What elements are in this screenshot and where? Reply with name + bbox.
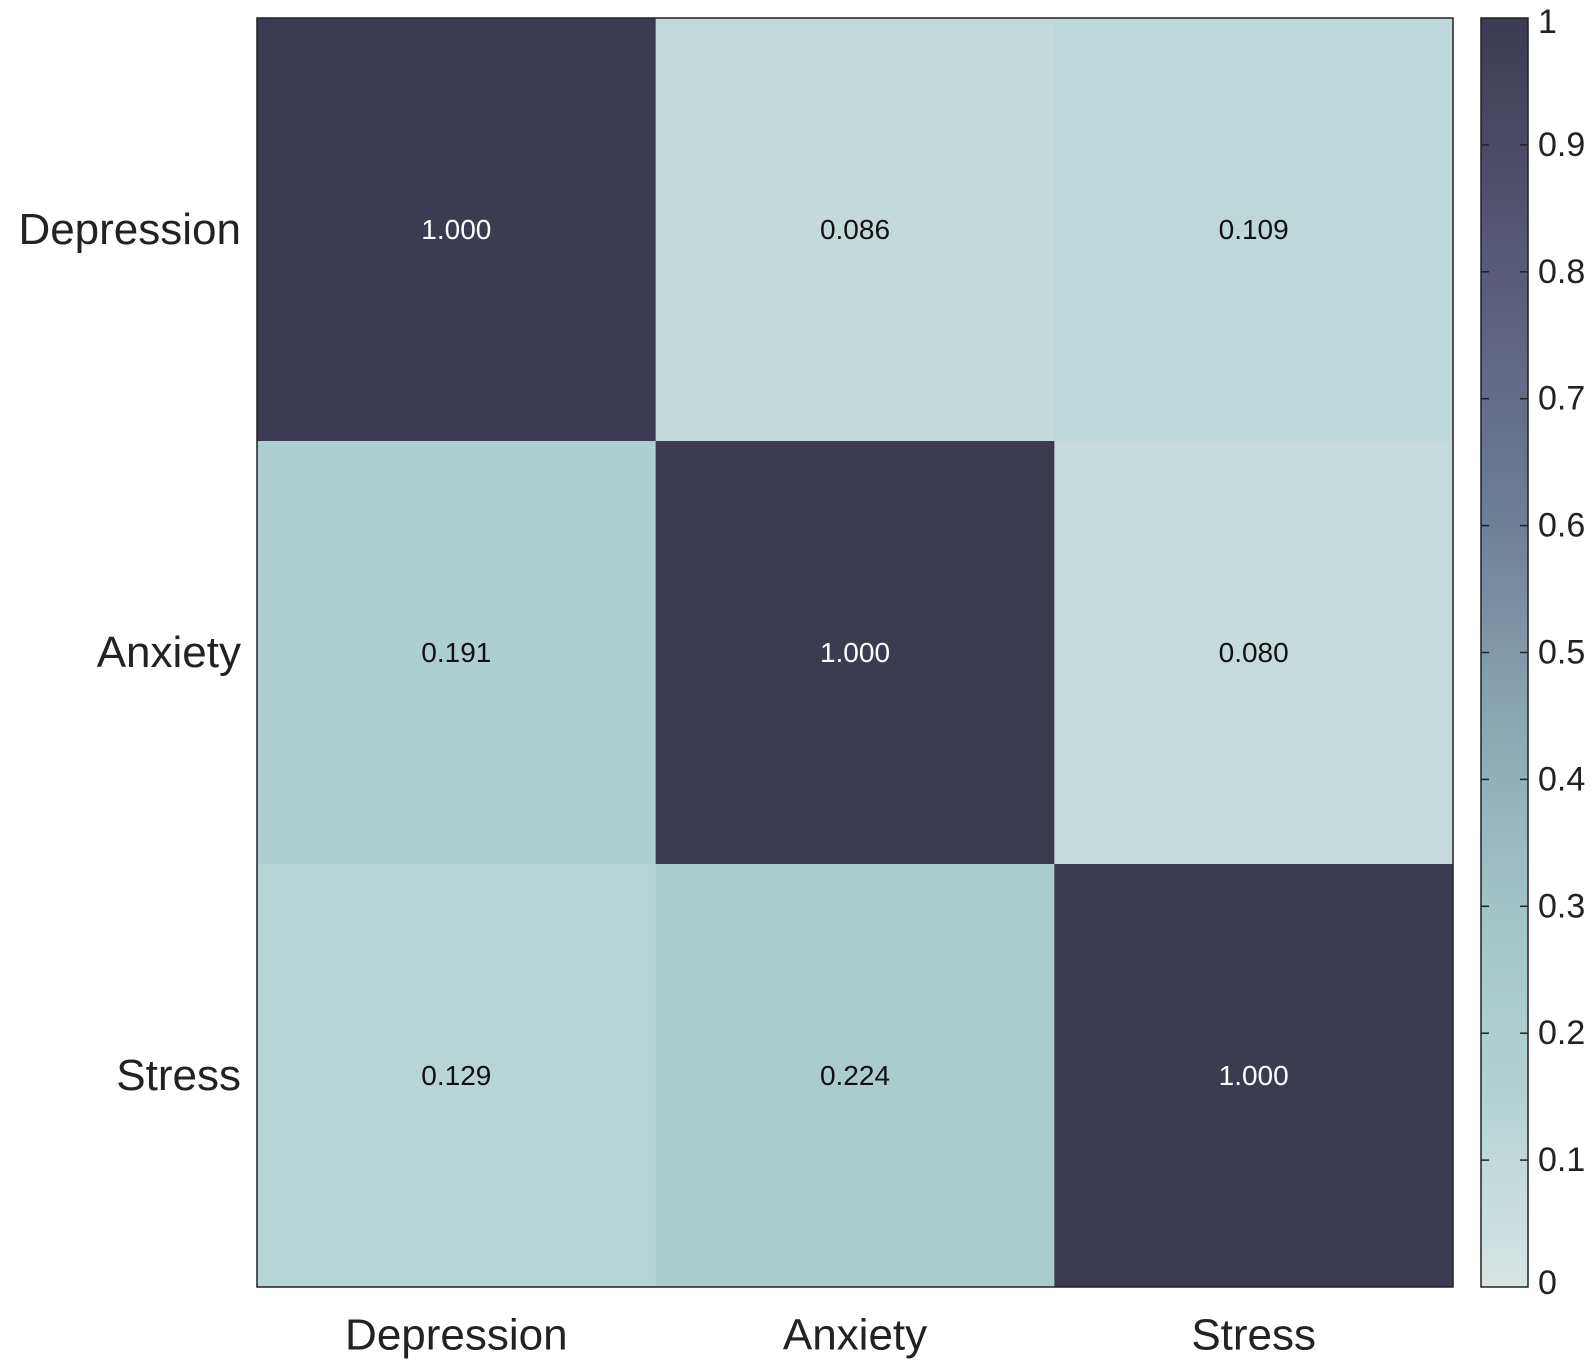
heatmap-cells [257, 18, 1454, 1288]
heatmap-cell [1054, 18, 1454, 442]
cell-value-labels: 1.000 0.086 0.109 0.191 1.000 0.080 0.129 0.224… [421, 214, 1288, 1091]
x-tick-label: Anxiety [783, 1311, 927, 1360]
heatmap-cell [257, 441, 657, 865]
colorbar-tick-label: 0.1 [1538, 1141, 1585, 1179]
y-tick-label: Depression [18, 205, 241, 254]
x-tick-label: Depression [345, 1311, 568, 1360]
cell-value-label: 0.129 [421, 1060, 491, 1091]
colorbar-tick-label: 0.8 [1538, 253, 1585, 291]
y-tick-label: Anxiety [97, 628, 241, 677]
heatmap-cell [655, 864, 1055, 1288]
y-axis-labels: Depression Anxiety Stress [18, 205, 241, 1100]
cell-value-label: 1.000 [421, 214, 491, 245]
colorbar-tick-label: 0.6 [1538, 507, 1585, 545]
colorbar-tick-label: 0.4 [1538, 760, 1585, 798]
cell-value-label: 0.224 [820, 1060, 890, 1091]
heatmap-cell [655, 18, 1055, 442]
colorbar-tick-label: 0 [1538, 1264, 1557, 1302]
x-axis-labels: Depression Anxiety Stress [345, 1311, 1316, 1360]
heatmap-cell [1054, 441, 1454, 865]
cell-value-label: 0.109 [1219, 214, 1289, 245]
colorbar-tick-label: 0.5 [1538, 634, 1585, 672]
colorbar-tick-label: 0.7 [1538, 380, 1585, 418]
heatmap-cell [655, 441, 1055, 865]
plot-frame [256, 17, 1454, 1288]
heatmap-cell [257, 864, 657, 1288]
cell-value-label: 1.000 [1219, 1060, 1289, 1091]
cell-value-label: 1.000 [820, 637, 890, 668]
heatmap-cell [1054, 864, 1454, 1288]
cell-value-label: 0.080 [1219, 637, 1289, 668]
cell-value-label: 0.191 [421, 637, 491, 668]
x-tick-label: Stress [1191, 1311, 1316, 1360]
colorbar-tick-label: 0.3 [1538, 887, 1585, 925]
heatmap-cell [257, 18, 657, 442]
colorbar-tick-label: 0.9 [1538, 126, 1585, 164]
y-tick-label: Stress [116, 1051, 241, 1100]
colorbar-tick-label: 0.2 [1538, 1014, 1585, 1052]
colorbar-tick-label: 1 [1538, 3, 1557, 41]
cell-value-label: 0.086 [820, 214, 890, 245]
colorbar: 0 0.1 0.2 0.3 0.4 0.5 0.6 0.7 0.8 0.9 1 [1480, 3, 1585, 1302]
